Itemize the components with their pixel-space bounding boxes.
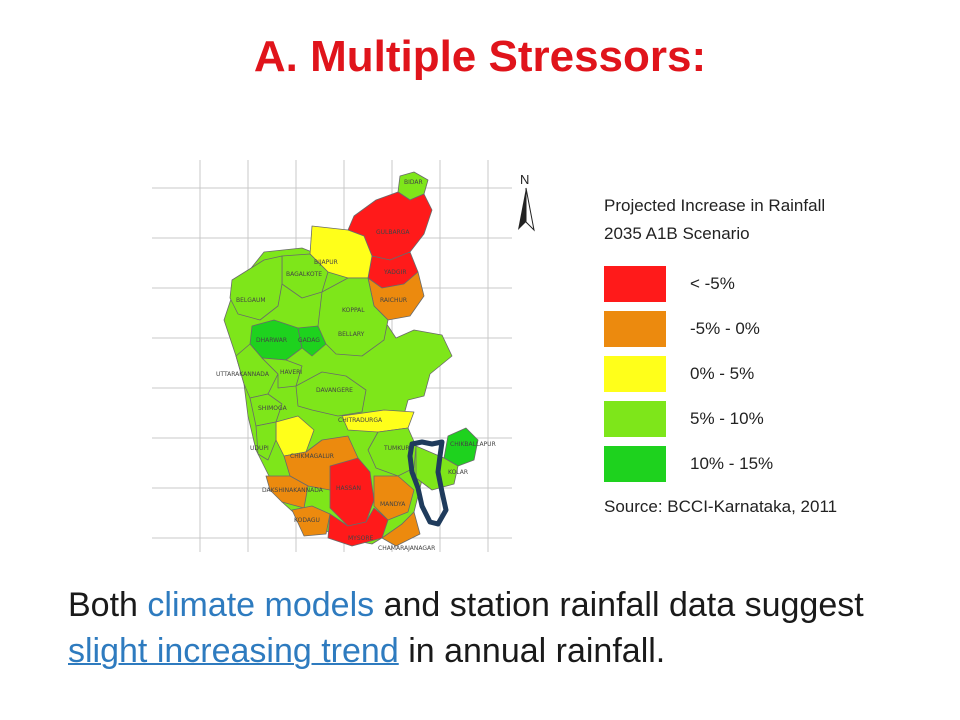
district-mysore <box>327 507 389 547</box>
legend-swatch <box>604 401 666 437</box>
district-kodagu <box>291 505 331 537</box>
svg-text:UTTARAKANNADA: UTTARAKANNADA <box>216 371 270 378</box>
svg-text:BAGALKOTE: BAGALKOTE <box>286 271 322 278</box>
karnataka-rainfall-map: BIDAR GULBARGA BIJAPUR YADGIR BAGALKOTE … <box>152 160 552 552</box>
svg-text:KOLAR: KOLAR <box>448 469 468 476</box>
svg-text:BIJAPUR: BIJAPUR <box>314 259 338 266</box>
svg-text:CHAMARAJANAGAR: CHAMARAJANAGAR <box>378 545 435 552</box>
svg-text:BELGAUM: BELGAUM <box>236 297 266 304</box>
svg-text:DAKSHINAKANNADA: DAKSHINAKANNADA <box>262 487 324 494</box>
legend-label: 5% - 10% <box>690 409 764 428</box>
district-polygons <box>223 171 479 547</box>
svg-text:TUMKUR: TUMKUR <box>383 445 410 452</box>
svg-text:CHIKBALLAPUR: CHIKBALLAPUR <box>450 441 496 448</box>
legend-label: 0% - 5% <box>690 364 755 383</box>
district-tumkur <box>367 427 417 477</box>
svg-text:CHITRADURGA: CHITRADURGA <box>338 417 383 424</box>
legend-swatch <box>604 356 666 392</box>
north-arrow-icon <box>518 187 535 232</box>
district-belgaum <box>229 255 283 321</box>
slide-title: A. Multiple Stressors: <box>253 32 707 81</box>
svg-text:SHIMOGA: SHIMOGA <box>258 405 288 412</box>
caption-text: and station rainfall data suggest <box>374 586 864 624</box>
caption-highlight: climate models <box>147 586 375 624</box>
svg-text:MANDYA: MANDYA <box>380 501 406 508</box>
legend-label: 10% - 15% <box>690 454 774 473</box>
svg-text:UDUPI: UDUPI <box>250 445 269 452</box>
legend-swatch <box>604 311 666 347</box>
svg-text:DAVANGERE: DAVANGERE <box>316 387 353 394</box>
district-koppal-bellary <box>317 277 389 357</box>
legend-title-line1: Projected Increase in Rainfall <box>604 196 826 215</box>
legend-swatch <box>604 266 666 302</box>
slide-caption: Both climate models and station rainfall… <box>68 582 928 674</box>
legend-label: -5% - 0% <box>690 319 760 338</box>
district-gadag <box>297 325 327 357</box>
caption-text: in annual rainfall. <box>398 632 666 670</box>
district-hassan <box>329 457 375 527</box>
district-labels: BIDAR GULBARGA BIJAPUR YADGIR BAGALKOTE … <box>216 179 496 552</box>
svg-text:DHARWAR: DHARWAR <box>256 337 287 344</box>
district-mandya <box>373 475 415 521</box>
legend-title-line2: 2035 A1B Scenario <box>604 224 750 243</box>
svg-text:MYSORE: MYSORE <box>348 535 374 542</box>
district-chamarajanagar <box>381 511 421 547</box>
svg-text:BIDAR: BIDAR <box>404 179 423 186</box>
svg-text:RAICHUR: RAICHUR <box>380 297 407 304</box>
svg-text:GADAG: GADAG <box>298 337 320 344</box>
source-note: Source: BCCI-Karnataka, 2011 <box>604 497 838 516</box>
north-label: N <box>520 172 529 187</box>
district-udupi <box>255 421 277 461</box>
legend-label: < -5% <box>690 274 735 293</box>
svg-text:CHIKMAGALUR: CHIKMAGALUR <box>290 453 334 460</box>
svg-text:HAVERI: HAVERI <box>280 369 302 376</box>
watershed-outline <box>407 439 449 527</box>
caption-highlight-underlined: slight increasing trend <box>68 632 399 670</box>
caption-text: Both <box>68 586 148 624</box>
district-davangere-chitradurga <box>295 371 367 417</box>
svg-text:YADGIR: YADGIR <box>383 269 407 276</box>
legend-swatch <box>604 446 666 482</box>
svg-text:GULBARGA: GULBARGA <box>376 229 410 236</box>
svg-text:KOPPAL: KOPPAL <box>342 307 365 314</box>
district-shimoga <box>249 393 283 427</box>
svg-text:HASSAN: HASSAN <box>336 485 361 492</box>
svg-text:BELLARY: BELLARY <box>338 331 365 338</box>
map-svg: BIDAR GULBARGA BIJAPUR YADGIR BAGALKOTE … <box>152 160 535 552</box>
svg-text:KODAGU: KODAGU <box>294 517 320 524</box>
district-uttarakannada <box>235 343 279 399</box>
legend-title: Projected Increase in Rainfall 2035 A1B … <box>604 192 825 248</box>
